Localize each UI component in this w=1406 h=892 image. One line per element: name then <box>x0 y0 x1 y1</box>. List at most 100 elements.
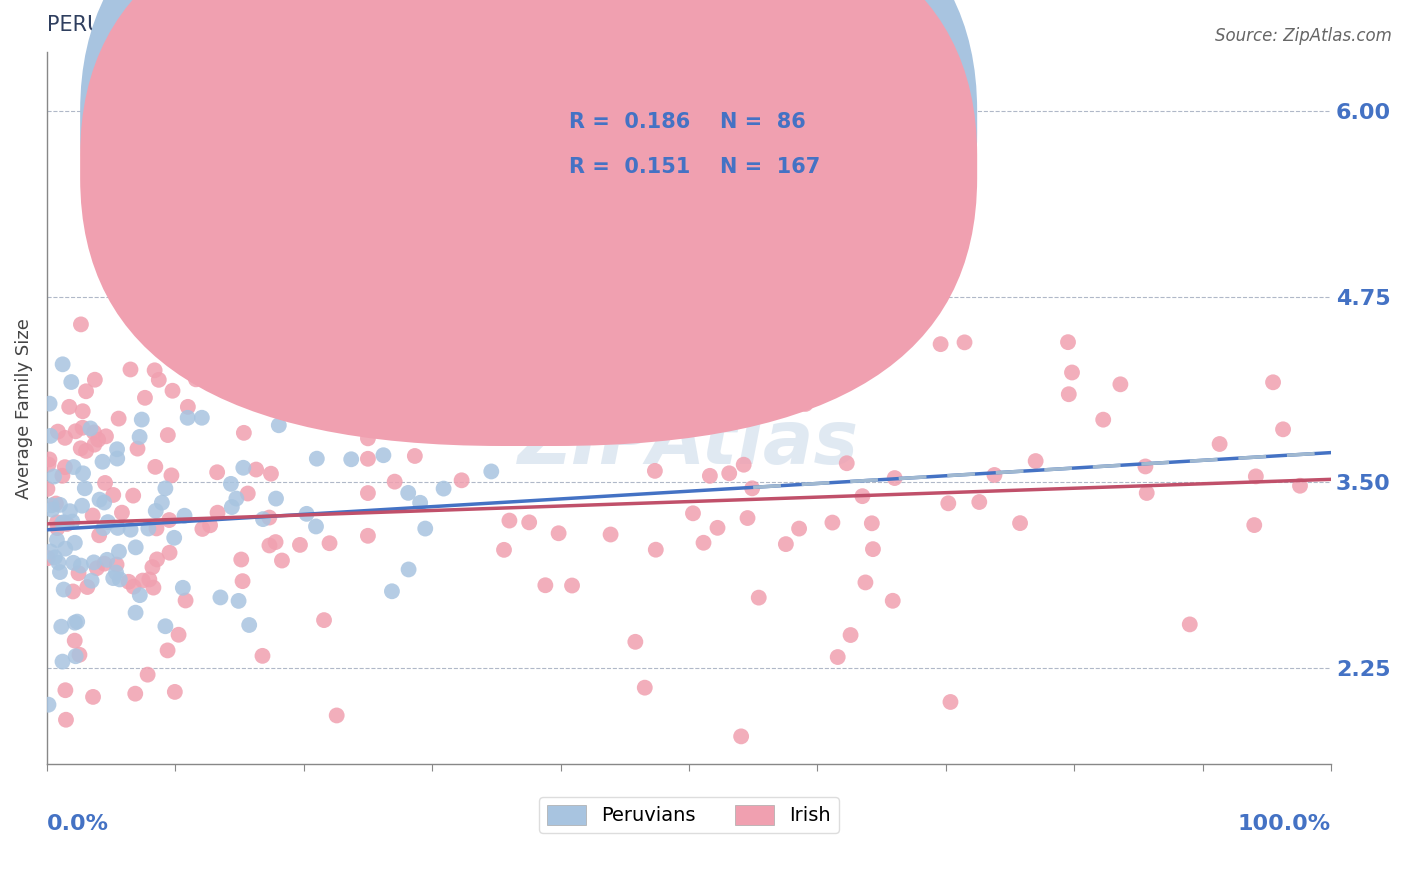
Irish <box>205 465 228 479</box>
Peruvians <box>150 496 173 510</box>
Irish <box>83 425 105 440</box>
Irish <box>76 580 98 594</box>
Peruvians <box>232 460 254 475</box>
Peruvians <box>396 486 419 500</box>
Peruvians <box>89 492 111 507</box>
Irish <box>634 681 657 695</box>
Irish <box>547 526 569 541</box>
Irish <box>46 425 69 439</box>
Peruvians <box>145 504 167 518</box>
Peruvians <box>305 519 328 533</box>
Peruvians <box>52 357 75 371</box>
Irish <box>141 560 163 574</box>
Irish <box>145 521 167 535</box>
Peruvians <box>37 698 59 712</box>
Irish <box>593 420 616 434</box>
Irish <box>516 392 538 406</box>
Peruvians <box>107 521 129 535</box>
Peruvians <box>49 498 72 512</box>
Peruvians <box>221 500 243 514</box>
Peruvians <box>479 465 502 479</box>
Peruvians <box>53 516 76 530</box>
Peruvians <box>191 410 214 425</box>
Peruvians <box>49 565 72 579</box>
Irish <box>870 312 893 326</box>
Irish <box>174 593 197 607</box>
Irish <box>163 685 186 699</box>
Irish <box>143 459 166 474</box>
Peruvians <box>65 649 87 664</box>
Irish <box>65 425 87 439</box>
Peruvians <box>381 584 404 599</box>
Irish <box>167 628 190 642</box>
Irish <box>122 580 145 594</box>
Text: 100.0%: 100.0% <box>1237 814 1331 834</box>
Irish <box>63 633 86 648</box>
Irish <box>142 581 165 595</box>
Peruvians <box>60 375 83 389</box>
Irish <box>839 628 862 642</box>
Irish <box>264 535 287 549</box>
Peruvians <box>62 460 84 475</box>
Irish <box>122 489 145 503</box>
Irish <box>259 510 281 524</box>
Peruvians <box>70 499 93 513</box>
Irish <box>953 335 976 350</box>
Irish <box>741 481 763 495</box>
Peruvians <box>41 502 63 516</box>
Irish <box>307 376 329 391</box>
Irish <box>131 574 153 588</box>
Irish <box>58 400 80 414</box>
Irish <box>53 431 76 445</box>
Irish <box>325 708 347 723</box>
Irish <box>318 536 340 550</box>
Irish <box>794 397 817 411</box>
Irish <box>177 400 200 414</box>
Irish <box>72 421 94 435</box>
Irish <box>105 558 128 572</box>
Irish <box>827 650 849 665</box>
Irish <box>534 578 557 592</box>
Peruvians <box>63 536 86 550</box>
Peruvians <box>305 451 328 466</box>
Irish <box>37 551 59 566</box>
Irish <box>87 433 110 447</box>
Peruvians <box>72 467 94 481</box>
Peruvians <box>131 412 153 426</box>
Irish <box>682 506 704 520</box>
Peruvians <box>155 482 177 496</box>
Irish <box>352 334 374 349</box>
Irish <box>517 516 540 530</box>
Irish <box>624 635 647 649</box>
Irish <box>357 529 380 543</box>
Peruvians <box>59 504 82 518</box>
Peruvians <box>53 541 76 556</box>
Irish <box>56 516 79 531</box>
Peruvians <box>398 562 420 576</box>
Peruvians <box>209 591 232 605</box>
Peruvians <box>105 566 128 580</box>
Irish <box>69 648 91 662</box>
Irish <box>1092 412 1115 426</box>
Irish <box>718 467 741 481</box>
Peruvians <box>51 516 73 530</box>
Irish <box>94 429 117 443</box>
Irish <box>737 511 759 525</box>
Irish <box>138 573 160 587</box>
Irish <box>157 513 180 527</box>
Peruvians <box>172 581 194 595</box>
Peruvians <box>60 515 83 529</box>
Irish <box>1135 459 1157 474</box>
Irish <box>83 437 105 451</box>
Irish <box>1208 437 1230 451</box>
Irish <box>70 318 93 332</box>
Irish <box>243 290 266 304</box>
Irish <box>69 442 91 456</box>
Irish <box>271 553 294 567</box>
Peruvians <box>93 495 115 509</box>
Peruvians <box>103 571 125 585</box>
Peruvians <box>225 491 247 506</box>
Irish <box>120 362 142 376</box>
Irish <box>82 508 104 523</box>
Irish <box>191 522 214 536</box>
